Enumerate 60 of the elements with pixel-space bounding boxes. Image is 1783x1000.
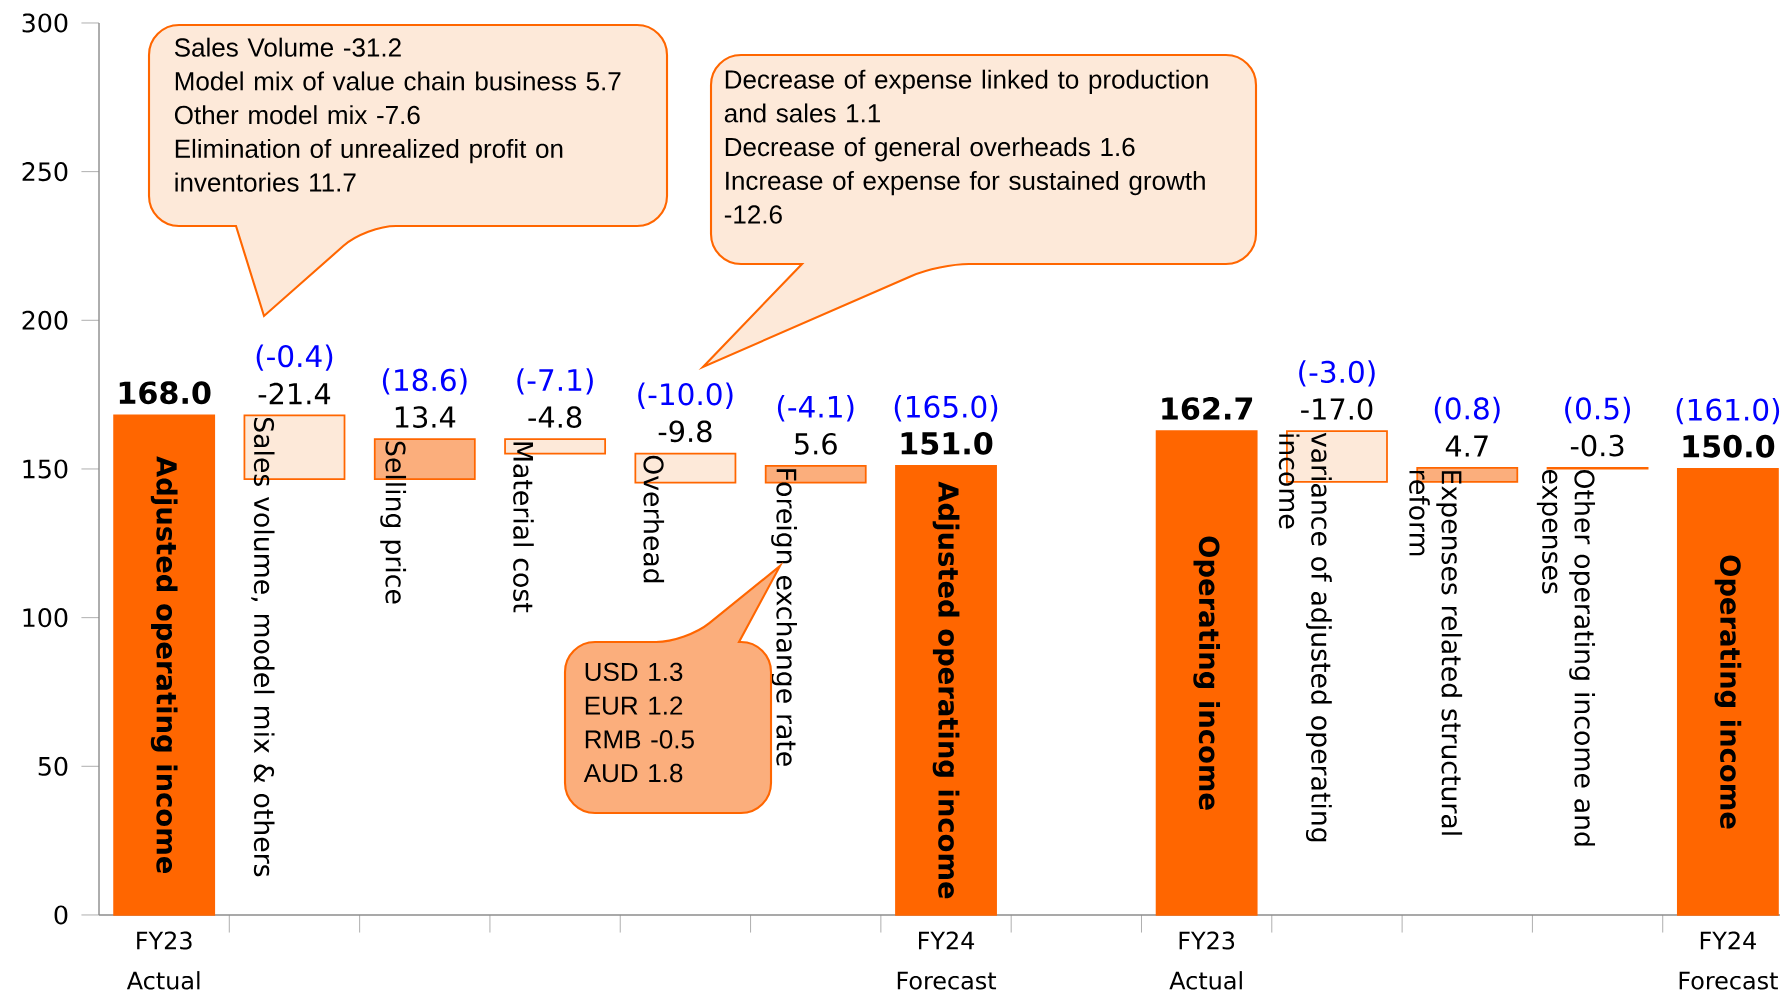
annotation: Model mix of value chain business 5.7: [175, 71, 621, 91]
x-tick-label: Expenses related structural reform: [1409, 470, 1463, 835]
x-tick-label: Foreign exchange rate: [771, 469, 797, 766]
annotation: (0.8): [1434, 396, 1500, 424]
annotation: Sales Volume -31.2: [174, 37, 401, 57]
data-label: 13.4: [395, 406, 456, 428]
x-tick-label: Overhead: [643, 455, 665, 583]
text: FY23 Actual: [126, 931, 200, 990]
annotation: Other model mix -7.6: [174, 105, 420, 125]
bar: [1676, 468, 1779, 916]
x-tick-label: Material cost: [513, 442, 534, 613]
text: FY24 Forecast: [897, 931, 997, 990]
text: FY23 Actual: [1169, 931, 1242, 990]
bar: [1155, 430, 1258, 916]
x-tick-label: variance of adjusted operating income: [1278, 432, 1332, 842]
annotation: (165.0): [894, 395, 998, 422]
data-label: -21.4: [258, 382, 331, 405]
bar: [113, 414, 216, 916]
annotation: (-4.1): [777, 395, 854, 422]
annotation: (18.6): [382, 368, 467, 395]
annotation: (-3.0): [1299, 360, 1375, 387]
bar: [895, 465, 997, 916]
data-label: 168.0: [119, 381, 211, 405]
x-tick-label: Adjusted operating income: [150, 456, 178, 874]
annotation: Decrease of general overheads 1.6: [725, 137, 1135, 162]
annotation: (-10.0): [638, 382, 733, 409]
data-label: -0.3: [1570, 434, 1624, 457]
x-tick-label: Other operating income and expenses: [1536, 469, 1596, 846]
annotation: EUR 1.2: [585, 696, 683, 715]
x-tick-label: Sales volume, model mix & others: [251, 417, 275, 877]
data-label: 4.7: [1445, 435, 1488, 457]
data-label: -4.8: [528, 406, 582, 428]
y-tick-label: 250: [22, 162, 68, 182]
annotation: (-7.1): [517, 368, 593, 395]
annotation: (-0.4): [256, 344, 333, 371]
y-tick-label: 300: [22, 13, 68, 33]
y-tick-label: 200: [22, 310, 68, 330]
annotation: USD 1.3: [585, 662, 683, 682]
data-label: 162.7: [1162, 397, 1253, 420]
x-tick-label: Adjusted operating income: [932, 481, 960, 899]
y-tick-label: 50: [38, 756, 68, 776]
annotation: (161.0): [1676, 398, 1780, 425]
annotation: AUD 1.8: [583, 763, 683, 783]
data-label: -17.0: [1301, 398, 1373, 420]
annotation: RMB -0.5: [585, 730, 694, 749]
annotation: (0.5): [1565, 396, 1631, 424]
y-tick-label: 0: [54, 905, 68, 925]
data-label: 5.6: [795, 432, 837, 455]
annotation: Increase of expense for sustained growth -12.6: [724, 170, 1205, 224]
data-label: 150.0: [1683, 434, 1775, 458]
data-label: -9.8: [658, 420, 712, 443]
data-label: 151.0: [901, 431, 993, 455]
y-tick-label: 150: [23, 459, 68, 479]
annotation: Decrease of expense linked to production and sales 1.1: [724, 69, 1208, 123]
x-tick-label: Selling price: [380, 441, 407, 604]
x-tick-label: Operating income: [1193, 536, 1221, 810]
text: FY24 Forecast: [1679, 931, 1778, 990]
y-tick-label: 100: [23, 608, 68, 628]
annotation: Elimination of unrealized profit on inventories 11.7: [175, 138, 563, 192]
x-tick-label: Operating income: [1714, 555, 1742, 829]
